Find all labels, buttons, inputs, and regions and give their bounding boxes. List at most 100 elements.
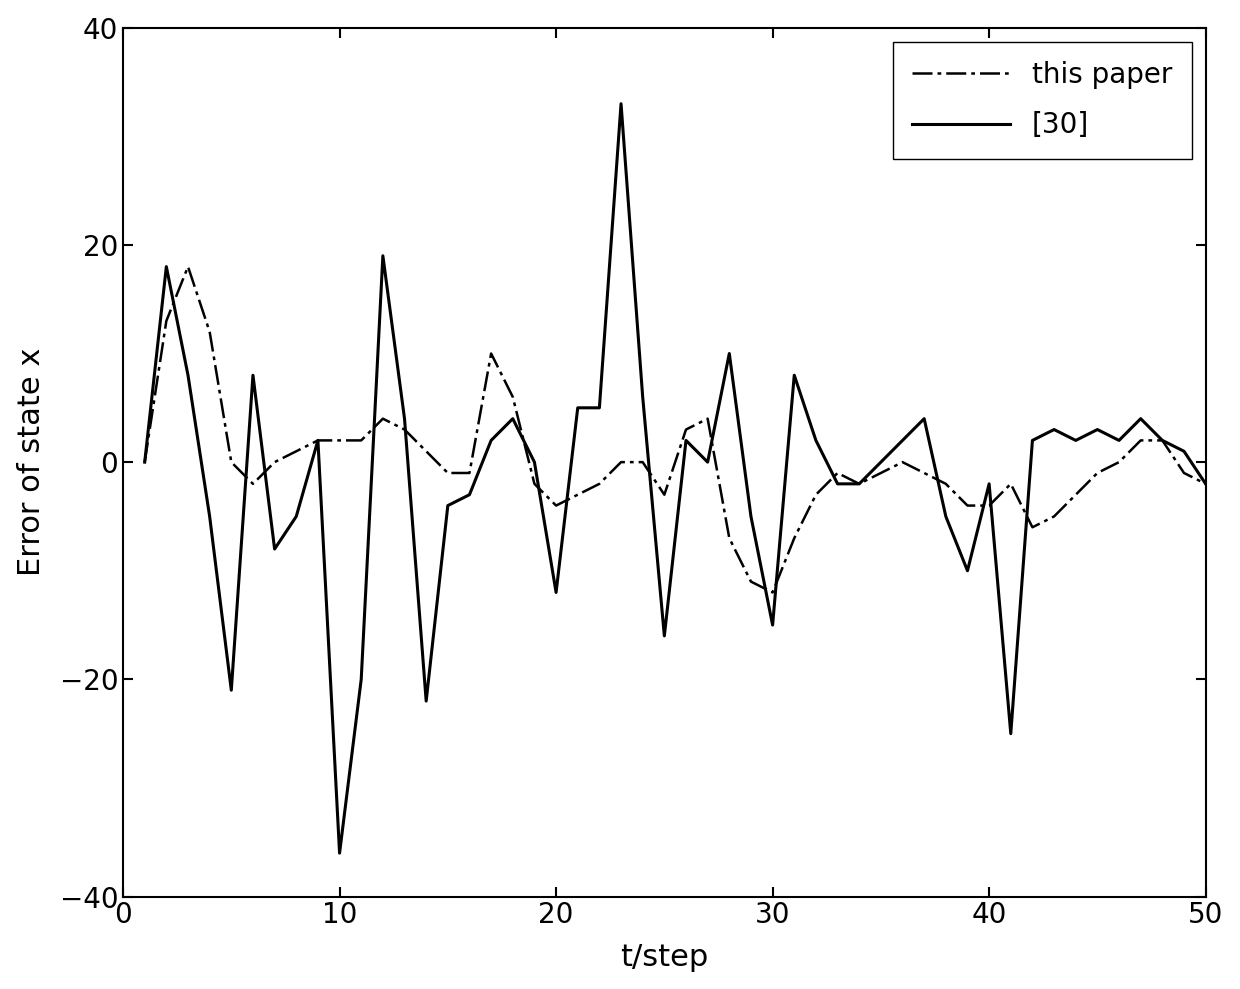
this paper	[440, 467, 455, 479]
this paper	[1025, 521, 1040, 533]
[30]	[1198, 478, 1213, 490]
this paper	[506, 391, 521, 403]
[30]	[310, 434, 325, 446]
[30]	[765, 619, 780, 631]
X-axis label: t/step: t/step	[620, 944, 708, 972]
[30]	[224, 684, 239, 696]
[30]	[1154, 434, 1169, 446]
this paper	[527, 478, 542, 490]
this paper	[657, 489, 672, 500]
this paper	[787, 532, 802, 544]
this paper	[960, 499, 975, 511]
this paper	[159, 315, 174, 326]
this paper	[722, 532, 737, 544]
this paper	[1069, 489, 1084, 500]
[30]	[289, 510, 304, 522]
this paper	[678, 423, 693, 435]
this paper	[1133, 434, 1148, 446]
[30]	[635, 391, 650, 403]
this paper	[1111, 456, 1126, 468]
[30]	[440, 499, 455, 511]
this paper	[310, 434, 325, 446]
[30]	[506, 412, 521, 424]
this paper	[852, 478, 867, 490]
[30]	[960, 565, 975, 577]
this paper	[614, 456, 629, 468]
this paper	[202, 325, 217, 337]
this paper	[895, 456, 910, 468]
this paper	[744, 576, 759, 587]
[30]	[267, 543, 281, 555]
this paper	[570, 489, 585, 500]
[30]	[138, 456, 153, 468]
this paper	[982, 499, 997, 511]
[30]	[701, 456, 715, 468]
[30]	[353, 674, 368, 685]
[30]	[808, 434, 823, 446]
this paper	[1198, 478, 1213, 490]
[30]	[159, 261, 174, 273]
[30]	[982, 478, 997, 490]
this paper	[1177, 467, 1192, 479]
[30]	[787, 369, 802, 381]
this paper	[353, 434, 368, 446]
Line: [30]: [30]	[145, 104, 1205, 854]
[30]	[614, 98, 629, 110]
this paper	[939, 478, 954, 490]
this paper	[376, 412, 391, 424]
this paper	[635, 456, 650, 468]
[30]	[1047, 423, 1061, 435]
[30]	[548, 586, 563, 598]
[30]	[591, 402, 606, 413]
[30]	[852, 478, 867, 490]
[30]	[527, 456, 542, 468]
[30]	[1133, 412, 1148, 424]
this paper	[1090, 467, 1105, 479]
[30]	[570, 402, 585, 413]
[30]	[332, 848, 347, 859]
[30]	[873, 456, 888, 468]
[30]	[1090, 423, 1105, 435]
[30]	[1003, 728, 1018, 740]
this paper	[246, 478, 260, 490]
this paper	[1047, 510, 1061, 522]
this paper	[419, 445, 434, 457]
[30]	[1025, 434, 1040, 446]
[30]	[744, 510, 759, 522]
Line: this paper: this paper	[145, 267, 1205, 592]
[30]	[830, 478, 844, 490]
[30]	[916, 412, 931, 424]
[30]	[657, 630, 672, 642]
this paper	[138, 456, 153, 468]
this paper	[1003, 478, 1018, 490]
this paper	[484, 347, 498, 359]
Legend: this paper, [30]: this paper, [30]	[893, 42, 1192, 158]
[30]	[181, 369, 196, 381]
[30]	[376, 250, 391, 262]
[30]	[246, 369, 260, 381]
[30]	[463, 489, 477, 500]
this paper	[463, 467, 477, 479]
this paper	[591, 478, 606, 490]
this paper	[808, 489, 823, 500]
this paper	[332, 434, 347, 446]
[30]	[1111, 434, 1126, 446]
this paper	[397, 423, 412, 435]
this paper	[181, 261, 196, 273]
this paper	[1154, 434, 1169, 446]
this paper	[289, 445, 304, 457]
Y-axis label: Error of state x: Error of state x	[16, 348, 46, 577]
[30]	[939, 510, 954, 522]
this paper	[830, 467, 844, 479]
[30]	[1069, 434, 1084, 446]
[30]	[678, 434, 693, 446]
this paper	[548, 499, 563, 511]
[30]	[895, 434, 910, 446]
this paper	[765, 586, 780, 598]
[30]	[202, 510, 217, 522]
[30]	[1177, 445, 1192, 457]
[30]	[722, 347, 737, 359]
this paper	[267, 456, 281, 468]
this paper	[916, 467, 931, 479]
this paper	[701, 412, 715, 424]
